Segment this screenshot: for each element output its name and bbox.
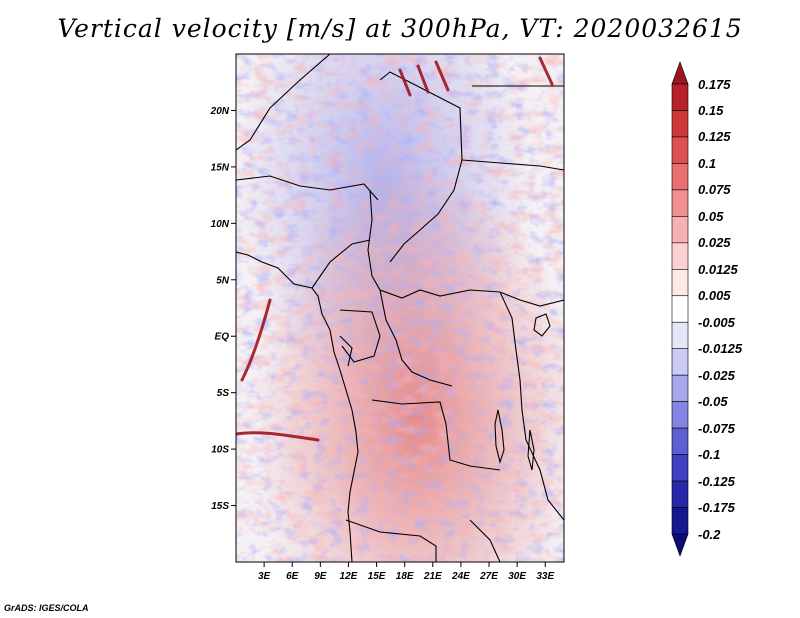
- lon-tick-label: 18E: [396, 571, 414, 582]
- colorbar-bottom-arrow: [671, 533, 689, 557]
- border-line: [371, 399, 501, 471]
- border-line: [236, 175, 379, 201]
- border-line: [367, 189, 564, 307]
- colorbar-label: 0.025: [698, 235, 731, 251]
- lat-tick-label: 20N: [210, 106, 230, 117]
- ascent-band: [236, 431, 320, 442]
- colorbar-swatch: [671, 163, 689, 191]
- colorbar-label: -0.005: [698, 314, 735, 330]
- colorbar-label: 0.125: [698, 129, 731, 145]
- lon-tick-label: 27E: [479, 571, 498, 582]
- border-line: [469, 519, 501, 562]
- colorbar-swatch: [671, 189, 689, 217]
- lat-tick-label: 5N: [216, 275, 230, 286]
- lon-tick-label: 9E: [314, 571, 327, 582]
- map-title: Vertical velocity [m/s] at 300hPa, VT: 2…: [57, 14, 743, 43]
- colorbar-label: 0.1: [698, 155, 717, 171]
- border-line: [339, 309, 381, 363]
- colorbar-swatch: [671, 268, 689, 297]
- lon-tick-label: 3E: [258, 571, 271, 582]
- lake-outline: [533, 313, 551, 337]
- map-panel: [236, 54, 564, 562]
- lat-tick-label: 10S: [211, 445, 229, 456]
- colorbar-swatch: [671, 401, 689, 429]
- lon-tick-label: 12E: [340, 571, 358, 582]
- colorbar-swatch: [671, 454, 689, 482]
- border-line: [499, 291, 564, 521]
- lon-tick-label: 21E: [423, 571, 442, 582]
- longitude-axis: 3E 6E 9E 12E 15E 18E 21E 24E 27E 30E 33E: [258, 562, 554, 582]
- lon-tick-label: 15E: [368, 571, 386, 582]
- border-line: [379, 71, 463, 263]
- border-line: [311, 239, 371, 289]
- colorbar-swatch: [671, 480, 689, 508]
- lon-tick-label: 33E: [536, 571, 554, 582]
- velocity-field: [236, 54, 564, 562]
- colorbar-top-arrow: [671, 61, 689, 85]
- colorbar-swatch: [671, 427, 689, 455]
- colorbar-label: 0.075: [698, 182, 731, 198]
- colorbar-swatch: [671, 507, 689, 535]
- lake-outline: [494, 409, 505, 464]
- colorbar-label: -0.05: [698, 394, 728, 410]
- colorbar-swatch: [671, 374, 689, 402]
- colorbar: [671, 61, 689, 557]
- colorbar-label: -0.175: [698, 500, 735, 516]
- lat-tick-label: EQ: [215, 332, 230, 343]
- border-line: [236, 54, 331, 151]
- colorbar-swatch: [671, 242, 689, 270]
- colorbar-label: -0.075: [698, 420, 735, 436]
- lat-tick-label: 10N: [211, 219, 230, 230]
- colorbar-swatch: [671, 110, 689, 138]
- colorbar-label: 0.005: [698, 288, 731, 304]
- lat-tick-label: 15N: [211, 162, 230, 173]
- country-borders: [236, 54, 564, 562]
- lat-tick-label: 5S: [217, 388, 230, 399]
- grads-credit: GrADS: IGES/COLA: [4, 603, 89, 613]
- colorbar-swatch: [671, 321, 689, 350]
- colorbar-swatch: [671, 83, 689, 111]
- lake-outline: [527, 429, 535, 471]
- lon-tick-label: 24E: [451, 571, 470, 582]
- lon-tick-label: 6E: [286, 571, 299, 582]
- border-line: [339, 335, 353, 367]
- colorbar-label: 0.175: [698, 76, 731, 92]
- strong-ascent-bands: [236, 56, 554, 442]
- colorbar-label: 0.0125: [698, 261, 738, 277]
- coastline: [236, 251, 359, 562]
- colorbar-swatch: [671, 295, 689, 323]
- colorbar-label: -0.125: [698, 473, 735, 489]
- colorbar-label: -0.025: [698, 367, 735, 383]
- ascent-band: [398, 56, 554, 97]
- colorbar-swatch: [671, 216, 689, 244]
- border-line: [345, 519, 437, 562]
- lat-tick-label: 15S: [211, 501, 229, 512]
- colorbar-swatch: [671, 136, 689, 164]
- border-line: [379, 289, 453, 387]
- colorbar-label: -0.2: [698, 526, 721, 542]
- ascent-band: [240, 298, 272, 382]
- colorbar-swatch: [671, 348, 689, 376]
- colorbar-label: 0.15: [698, 102, 724, 118]
- colorbar-label: -0.0125: [698, 341, 743, 357]
- colorbar-label: -0.1: [698, 447, 721, 463]
- latitude-axis: 20N 15N 10N 5N EQ 5S 10S 15S: [210, 106, 236, 512]
- map-frame: [235, 53, 565, 563]
- colorbar-label: 0.05: [698, 208, 724, 224]
- lon-tick-label: 30E: [508, 571, 526, 582]
- border-line: [461, 159, 564, 171]
